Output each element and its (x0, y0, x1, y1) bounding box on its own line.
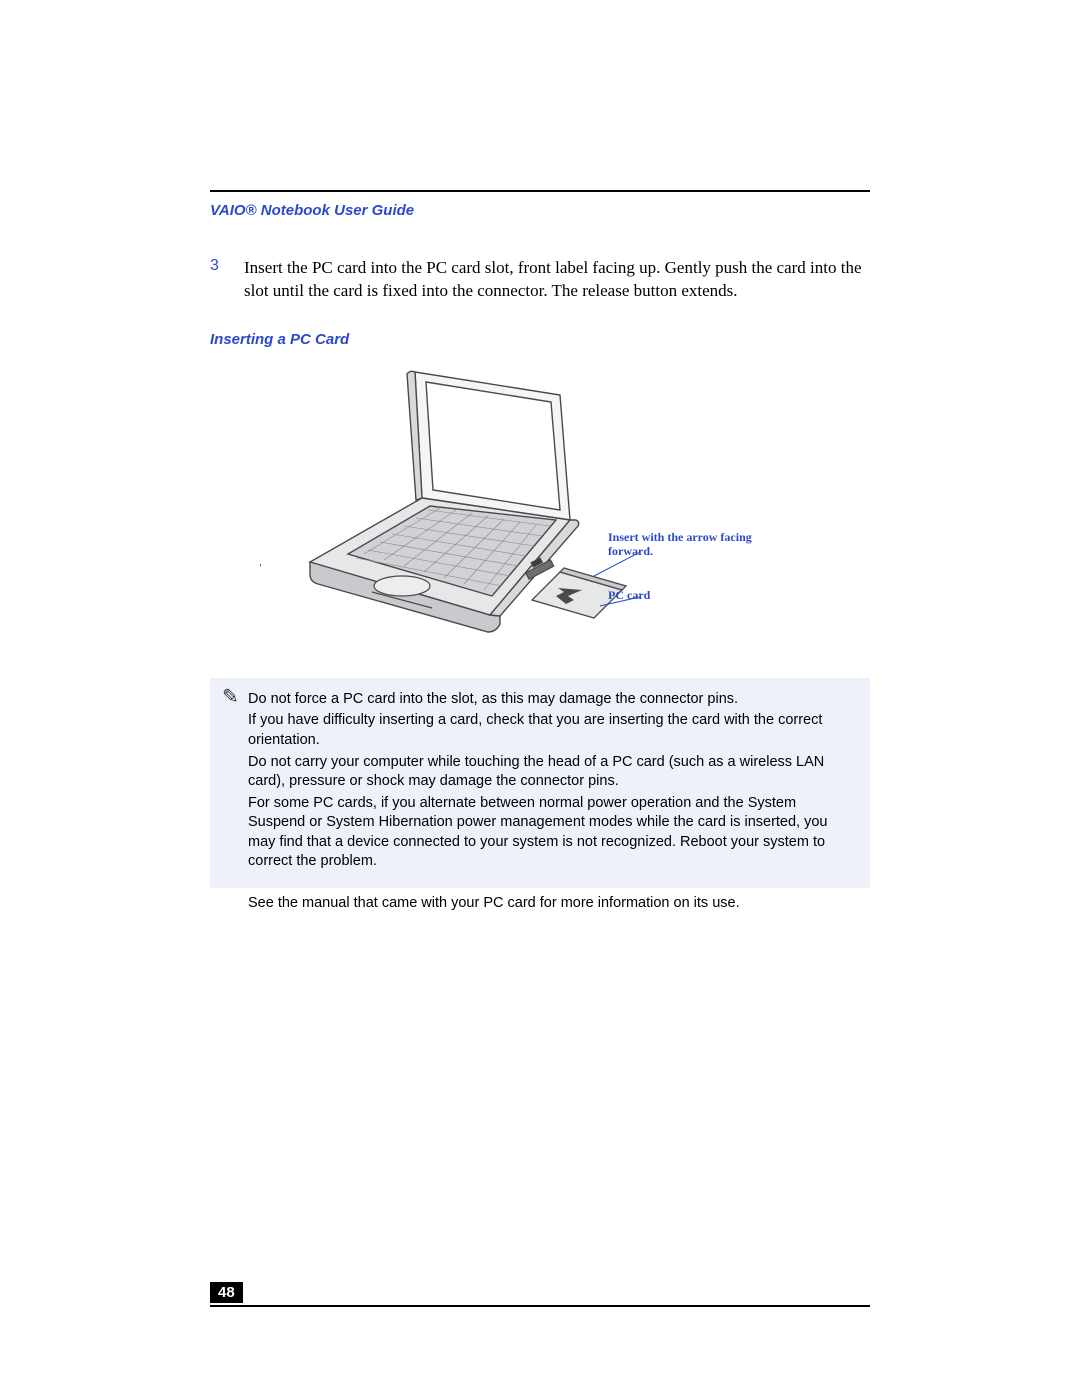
note-box: ✎ Do not force a PC card into the slot, … (210, 678, 870, 888)
pencil-icon: ✎ (222, 684, 239, 709)
figure-caption: Inserting a PC Card (210, 331, 870, 348)
page-number: 48 (210, 1282, 243, 1303)
note-paragraph: Do not force a PC card into the slot, as… (248, 690, 854, 710)
callout-pc-card: PC card (608, 588, 650, 602)
page-footer: 48 (210, 1282, 870, 1307)
callout-insert-arrow: Insert with the arrow facing forward. (608, 530, 768, 559)
note-paragraph: For some PC cards, if you alternate betw… (248, 794, 854, 872)
step-number: 3 (210, 257, 222, 303)
top-rule (210, 190, 870, 192)
note-paragraph: If you have difficulty inserting a card,… (248, 711, 854, 750)
laptop-illustration (260, 360, 640, 650)
step-text: Insert the PC card into the PC card slot… (244, 257, 870, 303)
bottom-rule (210, 1305, 870, 1307)
running-header: VAIO® Notebook User Guide (210, 202, 870, 219)
note-content: Do not force a PC card into the slot, as… (248, 690, 854, 872)
figure-area: Insert with the arrow facing forward. PC… (210, 360, 870, 660)
note-paragraph: Do not carry your computer while touchin… (248, 753, 854, 792)
instruction-step: 3 Insert the PC card into the PC card sl… (210, 257, 870, 303)
page-content: VAIO® Notebook User Guide 3 Insert the P… (210, 190, 870, 914)
note-followup: See the manual that came with your PC ca… (248, 894, 870, 914)
